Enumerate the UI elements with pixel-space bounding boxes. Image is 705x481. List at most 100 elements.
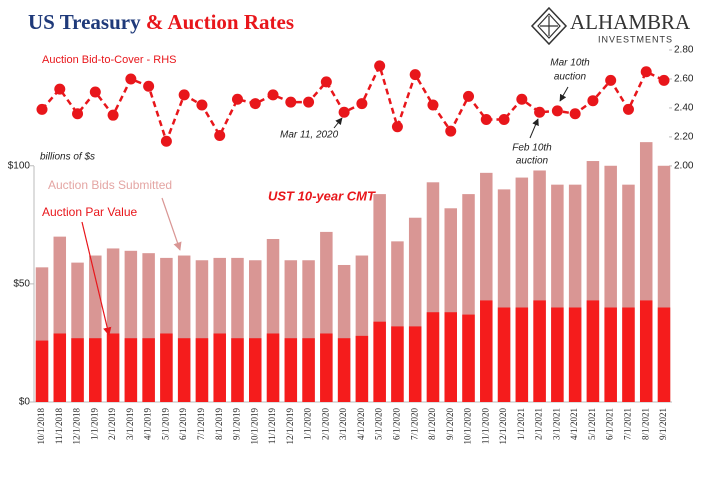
- y-tick-label: $0: [19, 397, 31, 408]
- bar: [142, 338, 155, 402]
- bar: [533, 300, 546, 402]
- point: [640, 66, 652, 78]
- point: [285, 96, 297, 108]
- y2-tick-label: 2.20: [674, 132, 694, 143]
- bar: [426, 312, 440, 402]
- x-tick-label: 8/1/2021: [640, 408, 650, 440]
- bar: [231, 338, 244, 402]
- x-tick-label: 11/1/2020: [480, 408, 490, 445]
- point: [320, 76, 332, 88]
- point: [498, 114, 510, 126]
- x-tick-label: 1/1/2020: [303, 408, 313, 441]
- point: [36, 103, 48, 115]
- bar: [604, 307, 617, 402]
- series-label: Auction Bids Submitted: [48, 178, 172, 192]
- y2-tick-label: 2.80: [674, 45, 694, 56]
- bar: [568, 307, 582, 402]
- bar: [71, 338, 84, 402]
- bar: [89, 338, 102, 402]
- x-tick-label: 7/1/2019: [196, 408, 206, 441]
- arrow: [559, 86, 569, 102]
- point: [551, 105, 563, 117]
- point: [143, 80, 155, 92]
- x-tick-label: 8/1/2019: [214, 408, 224, 441]
- x-tick-label: 9/1/2021: [658, 408, 668, 440]
- point: [54, 83, 66, 95]
- point: [622, 103, 634, 115]
- x-tick-label: 1/1/2021: [516, 408, 526, 440]
- bar: [35, 340, 49, 402]
- title-part: & Auction Rates: [146, 10, 294, 34]
- chart-title: US Treasury & Auction Rates: [28, 10, 294, 34]
- bar: [480, 300, 493, 402]
- annotation: Feb 10th: [512, 143, 552, 154]
- bar: [177, 338, 191, 402]
- x-tick-label: 5/1/2020: [374, 408, 384, 441]
- bar: [302, 338, 315, 402]
- x-tick-label: 4/1/2021: [569, 408, 579, 440]
- point: [231, 93, 243, 105]
- bar: [106, 333, 120, 402]
- annotation: Mar 11, 2020: [280, 130, 339, 141]
- bar: [124, 338, 138, 402]
- bar: [160, 333, 173, 402]
- x-tick-label: 5/1/2021: [587, 408, 597, 440]
- x-tick-label: 4/1/2019: [143, 408, 153, 441]
- x-tick-label: 2/1/2019: [107, 408, 117, 441]
- x-tick-label: 6/1/2020: [391, 408, 401, 441]
- point: [569, 108, 581, 120]
- point: [391, 121, 403, 133]
- bar: [213, 333, 226, 402]
- point: [534, 106, 546, 118]
- y2-tick-label: 2.60: [674, 74, 694, 85]
- y2-tick-label: 2.00: [674, 161, 694, 172]
- arrow: [81, 221, 112, 336]
- point: [178, 89, 190, 101]
- bar: [320, 333, 333, 402]
- bar: [373, 321, 386, 402]
- x-tick-label: 12/1/2019: [285, 408, 295, 445]
- annotation: Mar 10th: [550, 58, 590, 69]
- bar: [515, 307, 529, 402]
- x-tick-label: 6/1/2019: [178, 408, 188, 441]
- point: [356, 98, 368, 110]
- logo: ALHAMBRA INVESTMENTS: [530, 6, 691, 46]
- point: [463, 90, 475, 102]
- arrow: [333, 117, 343, 129]
- x-tick-label: 1/1/2019: [89, 408, 99, 441]
- bar: [355, 335, 369, 402]
- bar: [497, 307, 511, 402]
- logo-sub: INVESTMENTS: [598, 34, 673, 44]
- x-tick-label: 8/1/2020: [427, 408, 437, 441]
- bar: [462, 314, 475, 402]
- y-tick-label: $50: [13, 279, 30, 290]
- title-part: US Treasury: [28, 10, 141, 34]
- x-tick-label: 3/1/2020: [338, 408, 348, 441]
- x-tick-label: 3/1/2021: [551, 408, 561, 440]
- point: [214, 129, 226, 141]
- x-tick-label: 9/1/2019: [232, 408, 242, 441]
- bar: [639, 300, 653, 402]
- point: [160, 135, 172, 147]
- x-tick-label: 10/1/2019: [249, 408, 259, 445]
- x-tick-label: 9/1/2020: [445, 408, 455, 441]
- bar: [408, 326, 422, 402]
- point: [303, 96, 315, 108]
- y2-tick-label: 2.40: [674, 103, 694, 114]
- annotation: auction: [516, 156, 549, 167]
- point: [658, 74, 670, 86]
- x-tick-label: 6/1/2021: [605, 408, 615, 440]
- bar: [284, 338, 298, 402]
- bar: [391, 326, 404, 402]
- x-tick-label: 5/1/2019: [160, 408, 170, 441]
- point: [427, 99, 439, 111]
- x-tick-label: 7/1/2021: [623, 408, 633, 440]
- point: [480, 114, 492, 126]
- x-tick-label: 4/1/2020: [356, 408, 366, 441]
- bar: [622, 307, 635, 402]
- y-axis-label: billions of $s: [40, 152, 95, 163]
- x-tick-label: 3/1/2019: [125, 408, 135, 441]
- arrow: [529, 118, 539, 139]
- point: [267, 89, 279, 101]
